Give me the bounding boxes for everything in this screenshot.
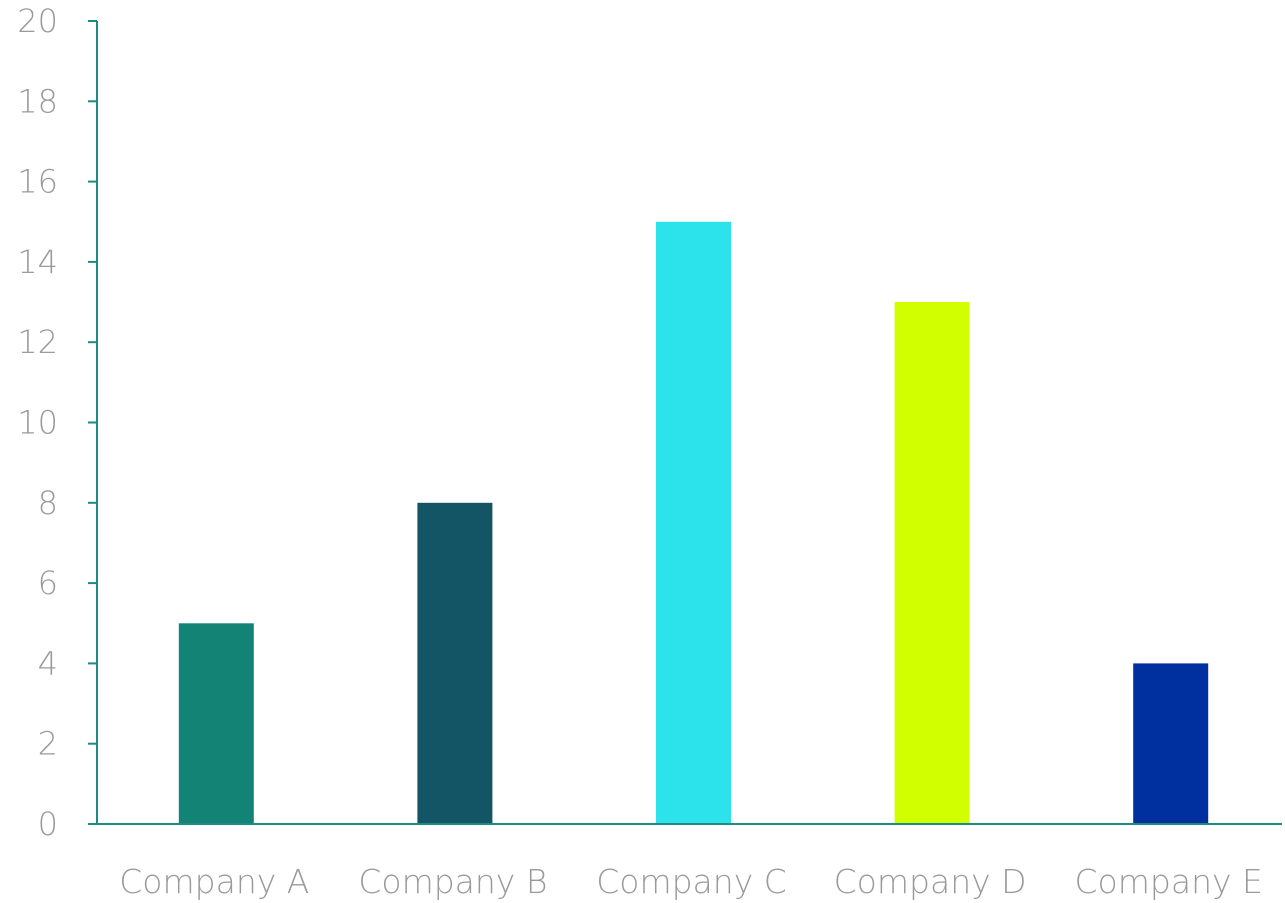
y-tick-label-20: 20 (17, 2, 58, 40)
y-tick-label-4: 4 (38, 644, 58, 682)
bar-company-a (178, 623, 254, 825)
y-tick-label-14: 14 (17, 243, 58, 281)
y-tick-label-0: 0 (38, 805, 58, 843)
y-tick-label-10: 10 (17, 404, 58, 442)
bar-company-b (417, 502, 493, 824)
y-tick-label-16: 16 (17, 163, 58, 201)
x-tick-label-company-a: Company A (119, 862, 309, 901)
y-tick-label-12: 12 (17, 323, 58, 361)
x-tick-label-company-c: Company C (596, 862, 787, 901)
x-labels-group: Company A Company B Company C Company D Comp… (119, 862, 1263, 901)
y-tick-label-8: 8 (38, 484, 58, 522)
y-tick-label-2: 2 (38, 725, 58, 763)
y-ticks-group: 0 2 4 6 8 10 12 14 16 18 20 (17, 2, 97, 843)
y-tick-label-6: 6 (38, 564, 58, 602)
bars-group (178, 221, 1209, 825)
x-tick-label-company-e: Company E (1075, 862, 1263, 901)
x-tick-label-company-d: Company D (834, 862, 1027, 901)
bar-company-e (1133, 663, 1209, 824)
bar-company-d (894, 302, 970, 824)
x-tick-label-company-b: Company B (358, 862, 547, 901)
y-tick-label-18: 18 (17, 82, 58, 120)
bar-company-c (656, 221, 731, 825)
